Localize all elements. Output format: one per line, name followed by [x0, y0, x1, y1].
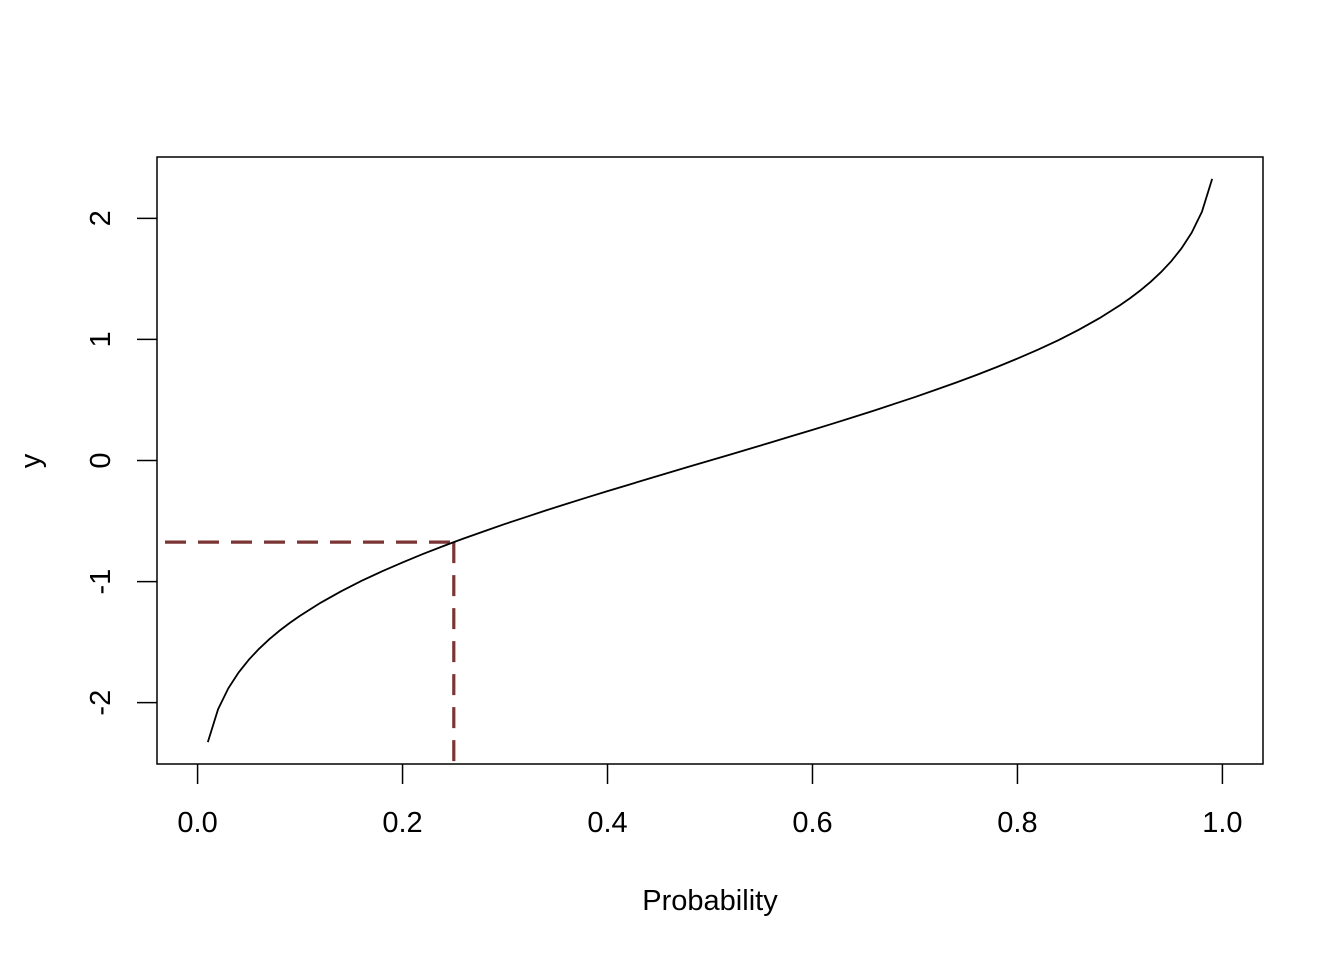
reference-lines	[165, 540, 456, 764]
x-tick-label: 0.4	[587, 807, 627, 839]
y-axis: -2 -1 0 1 2	[85, 210, 157, 716]
x-tick-label: 0.2	[382, 807, 422, 839]
y-tick-label: -2	[85, 690, 117, 716]
x-tick-label: 1.0	[1202, 807, 1242, 839]
x-tick-label: 0.6	[792, 807, 832, 839]
y-tick-label: 1	[85, 331, 117, 347]
y-tick-label: 2	[85, 210, 117, 226]
series-layer	[206, 178, 1214, 743]
x-tick-label: 0.8	[997, 807, 1037, 839]
y-axis-title: y	[15, 453, 47, 468]
quantile-curve	[206, 178, 1214, 743]
x-axis: 0.0 0.2 0.4 0.6 0.8 1.0	[177, 764, 1243, 839]
y-tick-label: 0	[85, 452, 117, 468]
x-tick-label: 0.0	[177, 807, 217, 839]
y-tick-label: -1	[85, 569, 117, 595]
x-axis-title: Probability	[642, 885, 778, 917]
